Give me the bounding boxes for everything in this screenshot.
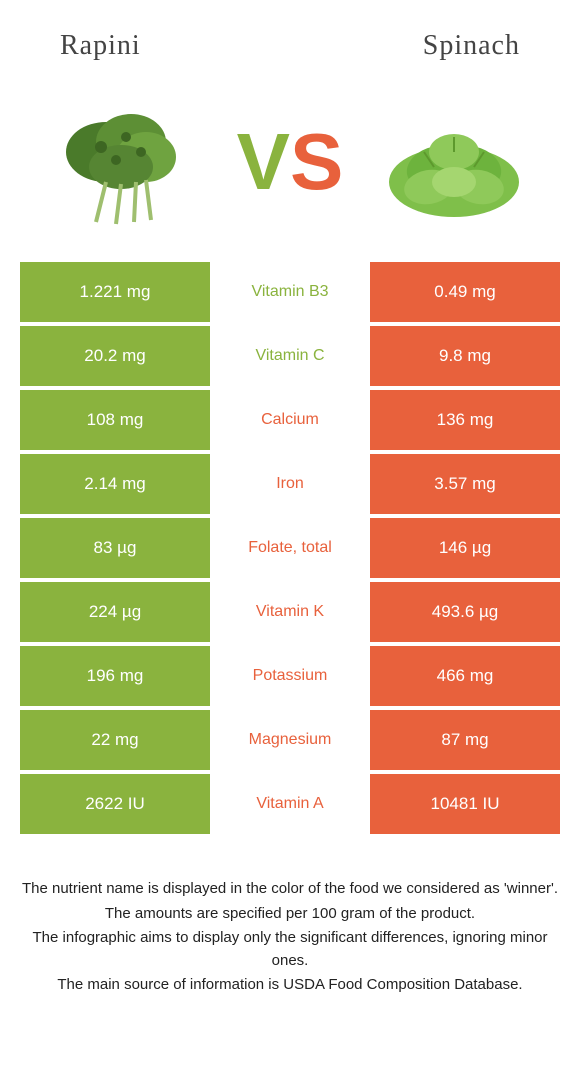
footer-line: The amounts are specified per 100 gram o…: [20, 903, 560, 926]
right-value: 0.49 mg: [370, 262, 560, 322]
nutrient-name: Potassium: [210, 646, 370, 706]
images-row: VS: [0, 72, 580, 262]
footer-line: The infographic aims to display only the…: [20, 927, 560, 972]
table-row: 224 µgVitamin K493.6 µg: [20, 582, 560, 642]
table-row: 22 mgMagnesium87 mg: [20, 710, 560, 770]
left-value: 22 mg: [20, 710, 210, 770]
nutrient-name: Vitamin K: [210, 582, 370, 642]
left-value: 196 mg: [20, 646, 210, 706]
nutrient-name: Folate, total: [210, 518, 370, 578]
food-right-title: Spinach: [423, 30, 520, 62]
nutrient-name: Calcium: [210, 390, 370, 450]
spinach-image: [374, 92, 534, 232]
nutrient-name: Vitamin B3: [210, 262, 370, 322]
right-value: 136 mg: [370, 390, 560, 450]
right-value: 493.6 µg: [370, 582, 560, 642]
table-row: 1.221 mgVitamin B30.49 mg: [20, 262, 560, 322]
right-value: 146 µg: [370, 518, 560, 578]
table-row: 2622 IUVitamin A10481 IU: [20, 774, 560, 834]
rapini-image: [46, 92, 206, 232]
nutrient-name: Iron: [210, 454, 370, 514]
table-row: 20.2 mgVitamin C9.8 mg: [20, 326, 560, 386]
nutrient-table: 1.221 mgVitamin B30.49 mg20.2 mgVitamin …: [0, 262, 580, 834]
header: Rapini Spinach: [0, 0, 580, 72]
right-value: 9.8 mg: [370, 326, 560, 386]
table-row: 196 mgPotassium466 mg: [20, 646, 560, 706]
left-value: 2.14 mg: [20, 454, 210, 514]
table-row: 2.14 mgIron3.57 mg: [20, 454, 560, 514]
vs-label: VS: [237, 116, 344, 208]
right-value: 87 mg: [370, 710, 560, 770]
left-value: 108 mg: [20, 390, 210, 450]
nutrient-name: Magnesium: [210, 710, 370, 770]
footer-notes: The nutrient name is displayed in the co…: [0, 838, 580, 1019]
table-row: 108 mgCalcium136 mg: [20, 390, 560, 450]
footer-line: The main source of information is USDA F…: [20, 974, 560, 997]
left-value: 224 µg: [20, 582, 210, 642]
food-left-title: Rapini: [60, 30, 141, 62]
footer-line: The nutrient name is displayed in the co…: [20, 878, 560, 901]
left-value: 20.2 mg: [20, 326, 210, 386]
right-value: 3.57 mg: [370, 454, 560, 514]
right-value: 10481 IU: [370, 774, 560, 834]
left-value: 83 µg: [20, 518, 210, 578]
right-value: 466 mg: [370, 646, 560, 706]
left-value: 1.221 mg: [20, 262, 210, 322]
nutrient-name: Vitamin A: [210, 774, 370, 834]
nutrient-name: Vitamin C: [210, 326, 370, 386]
table-row: 83 µgFolate, total146 µg: [20, 518, 560, 578]
left-value: 2622 IU: [20, 774, 210, 834]
